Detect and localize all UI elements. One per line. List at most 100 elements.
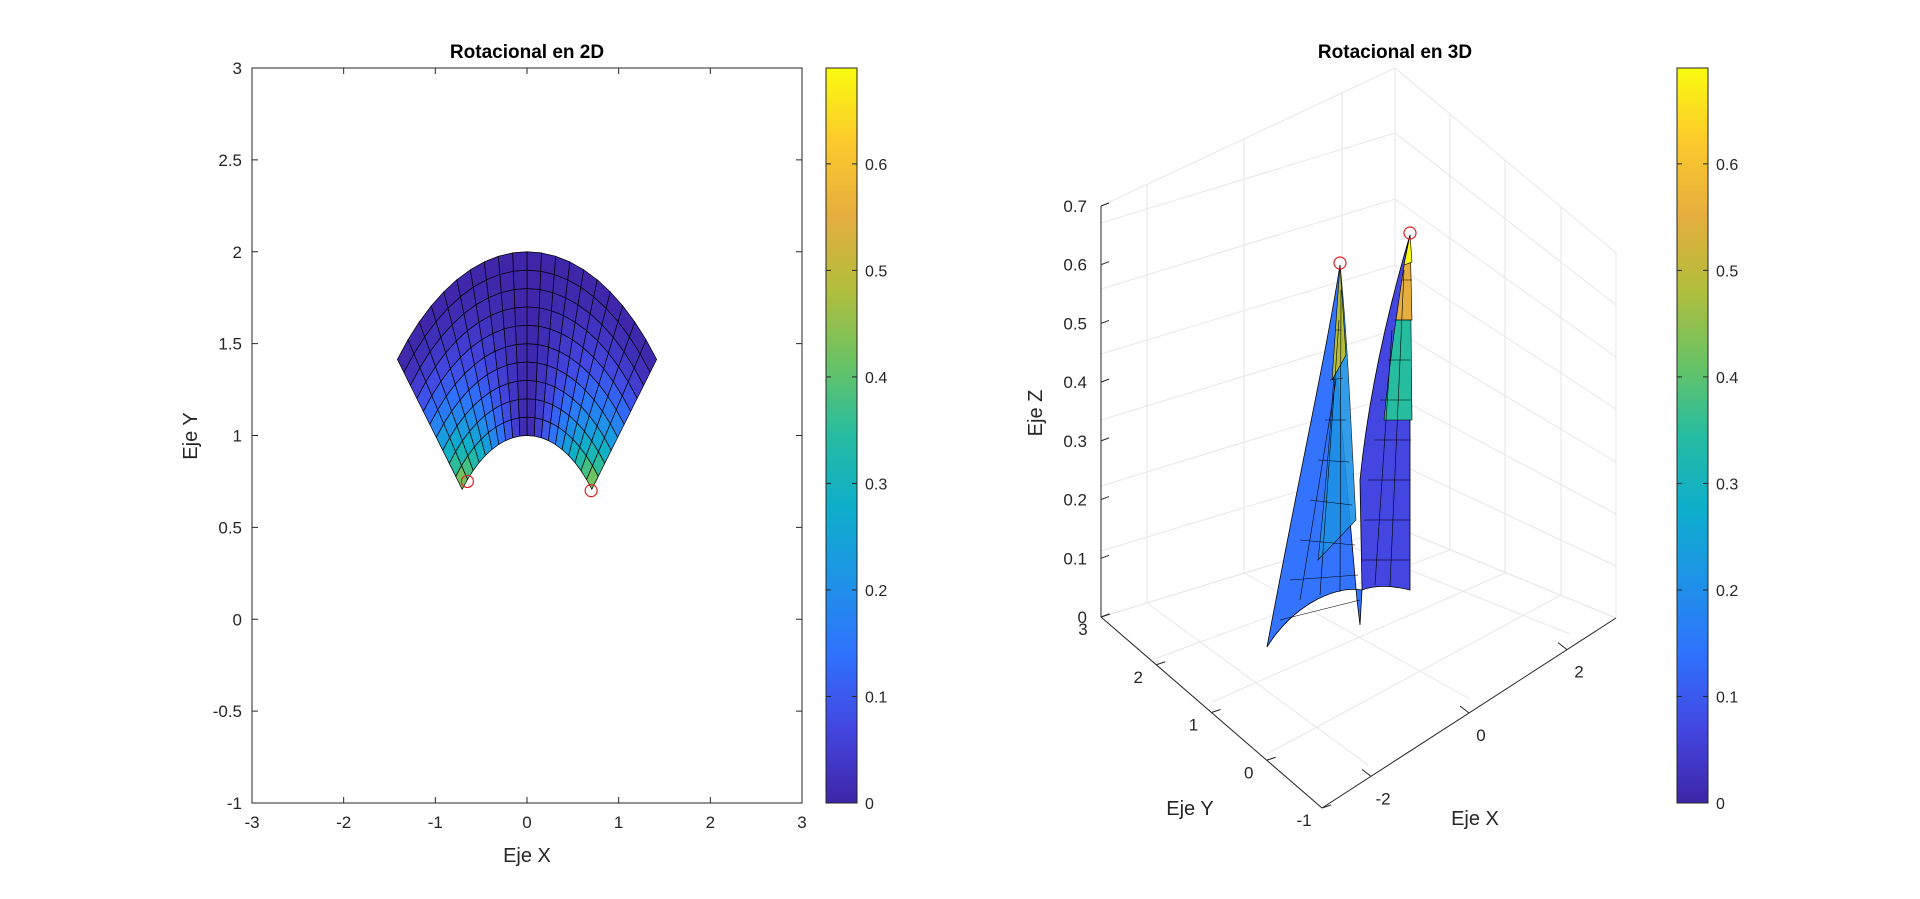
z-tick-label: 0 — [1078, 608, 1087, 627]
x-axis-label-2d: Eje X — [503, 845, 551, 867]
z-tick-label: 0.5 — [1063, 314, 1087, 333]
surface-cell — [503, 325, 517, 348]
surface-cell — [534, 398, 545, 421]
marker-point — [460, 474, 475, 489]
colorbar-3d: 0 0.1 0.2 0.3 0.4 0.5 0.6 — [1676, 67, 1738, 813]
y-tick-label: 0.5 — [218, 518, 242, 537]
x-tick-mark-3d — [1361, 768, 1372, 777]
colorbar-tick-label: 0.4 — [865, 370, 887, 387]
chart-2d: Rotacional en 2D -3 -2 -1 0 1 2 3 -1 -0.5 0 0.5 1 1.… — [180, 42, 807, 867]
marker-point — [584, 484, 598, 498]
markers-2d — [460, 474, 598, 498]
surface-cell — [526, 251, 542, 272]
y-tick-label-3d: 0 — [1244, 763, 1253, 782]
colorbar-tick-label: 0.6 — [1716, 157, 1738, 174]
z-tick-label: 0.6 — [1063, 256, 1087, 275]
surface-cell — [537, 325, 551, 348]
y-tick-mark-3d — [1321, 804, 1332, 809]
surface-cell — [512, 251, 528, 272]
surface-cell — [513, 288, 528, 309]
colorbar-3d-ticks: 0 0.1 0.2 0.3 0.4 0.5 0.6 — [1677, 157, 1738, 813]
x-tick-label: -1 — [428, 813, 443, 832]
x-tick-mark-3d — [1557, 642, 1568, 651]
z-tick-mark — [1100, 202, 1110, 207]
y-tick-mark-3d — [1100, 613, 1111, 618]
surface-cell — [499, 270, 515, 294]
colorbar-tick-label: 0.1 — [1716, 689, 1738, 706]
x-tick-label: 1 — [614, 813, 623, 832]
surface-cell — [526, 379, 537, 400]
colorbar-tick-label: 0.5 — [865, 263, 887, 280]
grid-3d — [1099, 66, 1618, 809]
ticks-3d: 0 0.1 0.2 0.3 0.4 0.5 0.6 0.7 -1 0 1 2 3 -2 0 2 — [1063, 197, 1583, 830]
colorbar-tick-label: 0.5 — [1716, 263, 1738, 280]
surface-cell — [533, 417, 544, 439]
z-tick-label: 0.1 — [1063, 549, 1087, 568]
x-tick-mark-3d — [1459, 705, 1470, 714]
surface-cell — [516, 361, 528, 382]
colorbar-tick-label: 0 — [865, 796, 874, 813]
marker-point-3d — [1333, 256, 1347, 270]
surface-3d — [1266, 234, 1413, 648]
surface-3d-right-sheet-tip — [1403, 234, 1413, 266]
surface-cell — [502, 307, 516, 330]
x-tick-label: 2 — [706, 813, 715, 832]
y-tick-label-3d: 3 — [1078, 620, 1087, 639]
colorbar-tick-label: 0 — [1716, 796, 1725, 813]
colorbar-2d-gradient — [825, 67, 858, 804]
colorbar-tick-label: 0.6 — [865, 157, 887, 174]
colorbar-tick-label: 0.2 — [865, 583, 887, 600]
surface-cell — [526, 398, 536, 419]
chart-3d: Rotacional en 3D — [1025, 42, 1618, 830]
surface-cell — [539, 270, 555, 294]
surface-cell — [526, 361, 538, 382]
marker-point-3d — [1403, 226, 1417, 240]
z-tick-label: 0.3 — [1063, 432, 1087, 451]
surface-cell — [526, 269, 542, 290]
surface-cell — [515, 324, 528, 345]
surface-cell — [514, 306, 528, 327]
y-tick-label: 1 — [233, 427, 242, 446]
y-tick-mark-3d — [1156, 661, 1166, 666]
colorbar-tick-label: 0.1 — [865, 689, 887, 706]
y-tick-label-3d: 2 — [1134, 668, 1143, 687]
y-tick-mark-3d — [1266, 756, 1276, 761]
surface-cell — [526, 416, 536, 437]
surface-cell — [526, 343, 539, 364]
surface-cell — [535, 380, 547, 402]
surface-cell — [518, 416, 528, 437]
colorbar-tick-label: 0.4 — [1716, 370, 1738, 387]
y-tick-label-3d: -1 — [1296, 811, 1311, 830]
markers-3d — [1333, 226, 1417, 270]
z-tick-mark — [1100, 319, 1110, 324]
colorbar-3d-gradient — [1676, 67, 1709, 804]
surface-2d — [396, 251, 658, 491]
y-tick-label: 2 — [233, 243, 242, 262]
z-tick-mark — [1100, 554, 1110, 559]
surface-cell — [512, 269, 528, 290]
y-axis-label-3d: Eje Y — [1166, 798, 1213, 820]
z-tick-mark — [1100, 261, 1110, 266]
surface-cell — [538, 289, 554, 312]
x-tick-label: 0 — [522, 813, 531, 832]
y-grid-lines — [1449, 114, 1562, 595]
colorbar-tick-label: 0.2 — [1716, 583, 1738, 600]
surface-cell — [535, 362, 548, 384]
surface-cell — [526, 288, 541, 309]
surface-cell — [518, 398, 528, 419]
z-tick-label: 0.7 — [1063, 197, 1087, 216]
surface-cell — [506, 362, 519, 384]
x-tick-label-3d: 2 — [1574, 663, 1583, 682]
y-tick-label: -1 — [227, 794, 242, 813]
surface-cell — [540, 252, 557, 275]
surface-3d-mesh — [1279, 269, 1412, 621]
y-tick-label-3d: 1 — [1189, 716, 1198, 735]
x-tick-label: -3 — [244, 813, 259, 832]
chart-2d-title: Rotacional en 2D — [450, 42, 604, 63]
x-axis-label-3d: Eje X — [1451, 808, 1499, 830]
surface-cell — [497, 252, 514, 275]
colorbar-tick-label: 0.3 — [1716, 476, 1738, 493]
z-tick-mark — [1100, 437, 1110, 442]
y-tick-label: 3 — [233, 59, 242, 78]
